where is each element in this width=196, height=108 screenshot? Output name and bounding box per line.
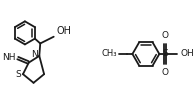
Text: O: O [162, 68, 169, 77]
Text: O: O [162, 31, 169, 40]
Text: S: S [162, 49, 168, 59]
Text: OH: OH [57, 26, 72, 36]
Text: NH: NH [2, 53, 15, 62]
Text: S: S [15, 70, 21, 79]
Text: N: N [32, 50, 38, 60]
Text: OH: OH [181, 49, 194, 59]
Text: CH₃: CH₃ [102, 49, 117, 59]
